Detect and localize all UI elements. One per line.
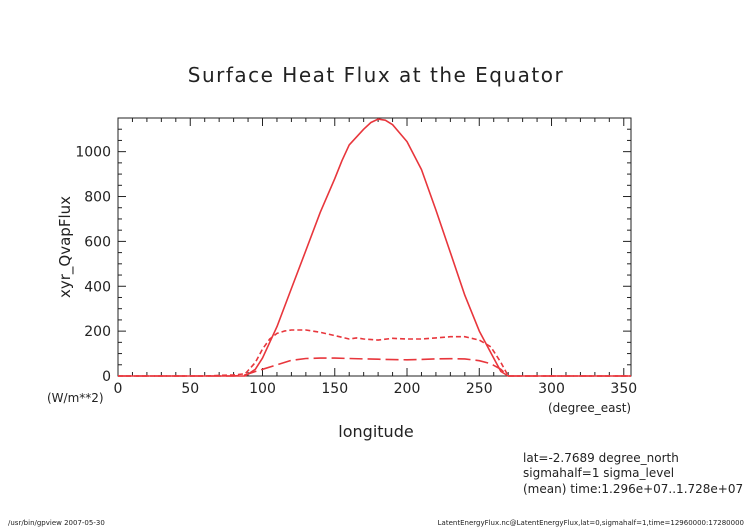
y-tick-label: 600	[84, 234, 111, 250]
x-tick-label: 150	[321, 381, 348, 397]
info-sigmahalf: sigmahalf=1 sigma_level	[523, 466, 674, 480]
x-tick-label: 200	[394, 381, 421, 397]
series-line-short-dash	[118, 329, 631, 377]
y-axis-ticks: 0 200 400 600 800 1000	[75, 117, 631, 385]
y-tick-label: 1000	[75, 145, 111, 161]
y-axis-label: xyr_QvapFlux	[56, 196, 75, 298]
series-line-long-dash	[118, 357, 631, 377]
plot-frame	[117, 117, 632, 377]
x-axis-label: longitude	[338, 422, 413, 441]
x-tick-label: 250	[466, 381, 493, 397]
x-axis-units: (degree_east)	[548, 401, 631, 415]
x-axis-ticks: 0 50 100 150 200 250 300 350	[114, 118, 637, 397]
x-tick-label: 100	[249, 381, 276, 397]
y-tick-label: 200	[84, 324, 111, 340]
info-mean: (mean) time:1.296e+07..1.728e+07	[523, 482, 743, 496]
x-tick-label: 350	[610, 381, 637, 397]
y-tick-label: 400	[84, 279, 111, 295]
y-axis-units: (W/m**2)	[47, 391, 104, 405]
x-tick-label: 50	[181, 381, 199, 397]
x-tick-label: 0	[114, 381, 123, 397]
series-line-solid	[118, 118, 631, 377]
x-tick-label: 300	[538, 381, 565, 397]
footer-program: /usr/bin/gpview 2007-05-30	[8, 519, 105, 527]
chart-title: Surface Heat Flux at the Equator	[188, 63, 564, 87]
footer-source: LatentEnergyFlux.nc@LatentEnergyFlux,lat…	[438, 519, 744, 527]
y-tick-label: 0	[102, 369, 111, 385]
info-lat: lat=-2.7689 degree_north	[523, 451, 679, 465]
series-lines	[118, 118, 631, 377]
y-tick-label: 800	[84, 190, 111, 206]
